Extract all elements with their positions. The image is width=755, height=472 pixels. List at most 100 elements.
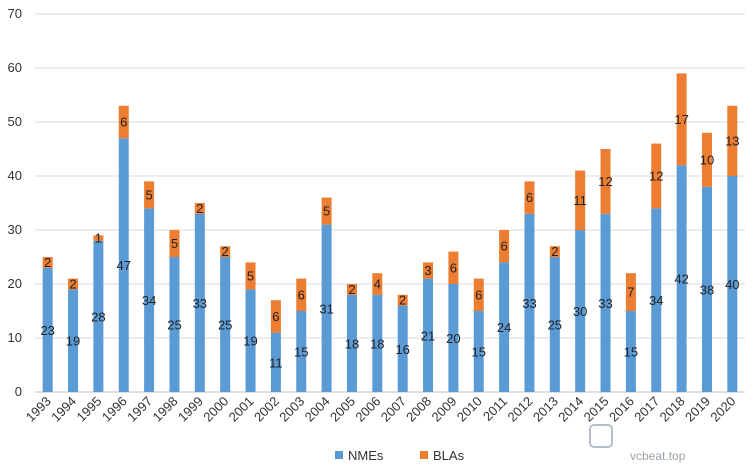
data-label-blas: 5	[145, 187, 152, 202]
watermark-site-text: vcbeat.top	[630, 449, 686, 463]
data-label-blas: 5	[171, 236, 178, 251]
bar-nmes-2009	[448, 284, 459, 392]
data-label-blas: 17	[674, 112, 688, 127]
bar-blas-2013	[549, 246, 560, 257]
x-tick-label: 2009	[428, 394, 459, 425]
bar-nmes-1993	[42, 267, 53, 392]
bar-nmes-2008	[423, 278, 434, 392]
y-tick-label: 70	[8, 6, 22, 21]
data-label-blas: 2	[196, 201, 203, 216]
bar-nmes-1998	[169, 257, 180, 392]
bar-nmes-1996	[118, 138, 129, 392]
data-label-blas: 2	[348, 282, 355, 297]
bar-blas-1995	[93, 235, 104, 241]
data-label-blas: 2	[69, 277, 76, 292]
x-tick-label: 2013	[530, 394, 561, 425]
bar-nmes-1994	[68, 289, 79, 392]
data-label-nmes: 24	[497, 320, 511, 335]
bar-nmes-2012	[524, 213, 535, 392]
data-label-nmes: 20	[446, 331, 460, 346]
y-tick-label: 20	[8, 276, 22, 291]
data-label-nmes: 18	[370, 336, 384, 351]
bar-blas-2002	[270, 300, 281, 333]
bar-nmes-2017	[651, 208, 662, 392]
data-label-blas: 12	[649, 169, 663, 184]
bar-blas-1993	[42, 257, 53, 268]
bar-blas-2012	[524, 181, 535, 214]
bar-nmes-2013	[549, 257, 560, 392]
x-tick-label: 2006	[352, 394, 383, 425]
bar-nmes-2015	[600, 213, 611, 392]
data-labels: 2321922814763452553322521951161563151821…	[40, 112, 739, 370]
x-tick-label: 2012	[505, 394, 536, 425]
data-label-nmes: 33	[598, 296, 612, 311]
y-axis-ticks: 0 10 20 30 40 50 60 70	[8, 6, 22, 399]
data-label-nmes: 11	[269, 355, 283, 370]
data-label-nmes: 21	[421, 328, 435, 343]
data-label-nmes: 18	[345, 336, 359, 351]
x-tick-label: 2020	[707, 394, 738, 425]
data-label-nmes: 42	[674, 272, 688, 287]
x-tick-label: 2005	[327, 394, 358, 425]
x-tick-label: 2000	[200, 394, 231, 425]
x-tick-label: 2011	[480, 394, 510, 424]
x-tick-label: 2003	[276, 394, 307, 425]
grid-lines	[35, 13, 745, 393]
data-label-nmes: 38	[700, 282, 714, 297]
data-label-blas: 7	[627, 285, 634, 300]
bar-blas-2007	[397, 294, 408, 306]
bar-blas-2019	[701, 132, 712, 187]
bar-nmes-2002	[270, 332, 281, 392]
y-tick-label: 30	[8, 222, 22, 237]
bar-blas-2015	[600, 149, 611, 214]
data-label-nmes: 15	[624, 345, 638, 360]
bar-nmes-1999	[194, 213, 205, 392]
bar-nmes-2010	[473, 311, 484, 392]
bar-blas-1994	[68, 278, 79, 290]
bar-blas-2009	[448, 251, 459, 284]
bar-nmes-2006	[372, 294, 383, 392]
legend: NMEs BLAs	[335, 448, 465, 463]
bar-nmes-2018	[676, 165, 687, 392]
bar-nmes-2004	[321, 224, 332, 392]
data-label-nmes: 15	[472, 345, 486, 360]
bar-nmes-1995	[93, 240, 104, 392]
y-tick-label: 40	[8, 168, 22, 183]
data-label-nmes: 33	[193, 296, 207, 311]
data-label-nmes: 19	[243, 334, 257, 349]
bar-blas-2016	[625, 273, 636, 311]
data-label-blas: 2	[551, 244, 558, 259]
data-label-nmes: 16	[395, 342, 409, 357]
legend-label-nmes: NMEs	[348, 448, 384, 463]
data-label-nmes: 25	[548, 318, 562, 333]
legend-label-blas: BLAs	[433, 448, 465, 463]
legend-swatch-blas	[420, 451, 428, 459]
bar-nmes-2000	[220, 257, 231, 392]
x-tick-label: 1995	[73, 394, 104, 425]
data-label-blas: 6	[298, 287, 305, 302]
bar-nmes-2020	[727, 176, 738, 392]
x-tick-label: 1997	[124, 394, 155, 425]
data-label-blas: 10	[700, 152, 714, 167]
data-label-blas: 6	[272, 309, 279, 324]
bar-blas-2000	[220, 246, 231, 257]
bar-blas-2006	[372, 273, 383, 295]
x-tick-label: 1994	[48, 394, 79, 425]
data-label-blas: 6	[120, 115, 127, 130]
bar-blas-2017	[651, 143, 662, 209]
bar-nmes-2019	[701, 186, 712, 392]
bar-blas-2008	[423, 262, 434, 279]
data-label-nmes: 19	[66, 334, 80, 349]
x-tick-label: 2002	[251, 394, 282, 425]
data-label-blas: 5	[247, 268, 254, 283]
data-label-blas: 13	[725, 133, 739, 148]
x-tick-label: 1993	[23, 394, 54, 425]
bar-blas-1996	[118, 105, 129, 139]
data-label-blas: 2	[222, 244, 229, 259]
x-tick-label: 2016	[606, 394, 637, 425]
x-tick-label: 2001	[226, 394, 257, 425]
data-label-blas: 4	[374, 277, 381, 292]
x-tick-label: 2018	[657, 394, 688, 425]
bars	[42, 73, 738, 392]
